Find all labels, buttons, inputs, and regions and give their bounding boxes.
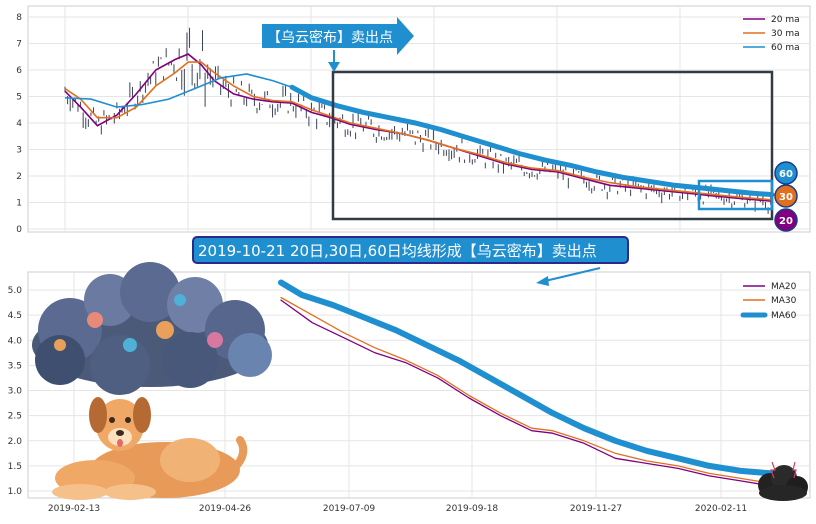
top-y-tick: 3	[16, 146, 22, 156]
bottom-x-tick: 2019-07-09	[323, 504, 376, 514]
dog-icon	[52, 397, 248, 500]
bottom-callout-text: 2019-10-21 20日,30日,60日均线形成【乌云密布】卖出点	[198, 242, 597, 260]
badge-30-text: 30	[779, 192, 793, 203]
legend-ma30: MA30	[771, 296, 797, 306]
badge-60	[774, 161, 798, 185]
top-plot-frame	[27, 5, 811, 233]
storm-cloud-icon	[32, 262, 272, 395]
badge-30	[774, 184, 798, 208]
top-y-tick: 6	[16, 66, 22, 76]
bottom-callout: 2019-10-21 20日,30日,60日均线形成【乌云密布】卖出点	[192, 236, 629, 286]
bottom-x-tick: 2019-02-13	[48, 504, 100, 514]
convergence-box	[697, 179, 774, 211]
bottom-y-ticks: 1.0 1.5 2.0 2.5 3.0 3.5 4.0 4.5 5.0	[8, 286, 23, 497]
line-30-ma	[64, 61, 773, 201]
badge-20-text: 20	[779, 216, 793, 227]
bottom-x-tick: 2020-02-11	[695, 504, 747, 514]
top-panel: 0 1 2 3 4 5 6 7 8 20 ma 30 ma 60 ma 【乌云密布】卖出点 60…	[16, 5, 811, 235]
downtrend-box	[331, 70, 774, 221]
bottom-x-tick: 2019-04-26	[199, 504, 252, 514]
legend-20ma: 20 ma	[771, 15, 800, 25]
bottom-y-tick: 1.5	[8, 462, 22, 472]
legend-ma20: MA20	[771, 282, 797, 292]
top-y-tick: 2	[16, 172, 22, 182]
top-legend: 20 ma 30 ma 60 ma	[743, 15, 800, 53]
bottom-y-tick: 5.0	[8, 286, 23, 296]
bottom-y-tick: 1.0	[8, 487, 23, 497]
top-lines	[64, 53, 775, 202]
line-60-ma-highlight	[289, 84, 775, 198]
bottom-y-tick: 4.0	[8, 336, 23, 346]
legend-30ma: 30 ma	[771, 29, 800, 39]
top-y-tick: 5	[16, 93, 22, 103]
dark-cloud-icon	[758, 461, 808, 501]
bottom-x-ticks: 2019-02-13 2019-04-26 2019-07-09 2019-09-18…	[48, 504, 747, 514]
top-callout: 【乌云密布】卖出点	[262, 17, 414, 72]
legend-60ma: 60 ma	[771, 43, 800, 53]
top-y-tick: 8	[16, 13, 22, 23]
bottom-y-tick: 3.5	[8, 361, 22, 371]
bottom-x-tick: 2019-11-27	[570, 504, 622, 514]
badge-20	[774, 208, 798, 232]
bottom-y-tick: 2.0	[8, 437, 23, 447]
line-20-ma	[64, 53, 773, 202]
top-y-ticks: 0 1 2 3 4 5 6 7 8	[16, 13, 22, 235]
bottom-y-tick: 2.5	[8, 412, 22, 422]
ma-badges: 60 30 20	[774, 161, 798, 232]
line-ma60	[278, 279, 775, 477]
top-y-tick: 7	[16, 40, 22, 50]
badge-60-text: 60	[779, 169, 793, 180]
bottom-lines	[278, 279, 775, 487]
top-y-tick: 4	[16, 119, 22, 129]
line-ma30	[280, 296, 773, 485]
top-callout-text: 【乌云密布】卖出点	[267, 29, 393, 46]
legend-ma60: MA60	[771, 311, 797, 321]
line-ma20	[280, 299, 773, 487]
top-y-tick: 0	[16, 225, 22, 235]
bottom-panel: 1.01.52.02.53.03.54.04.55.0 2019-02-13 20…	[8, 236, 811, 514]
bottom-y-tick: 3.0	[8, 387, 23, 397]
bottom-y-tick: 4.5	[8, 311, 22, 321]
bottom-x-tick: 2019-09-18	[446, 504, 499, 514]
top-y-tick: 1	[16, 199, 22, 209]
bottom-legend: MA20 MA30 MA60	[740, 282, 797, 321]
